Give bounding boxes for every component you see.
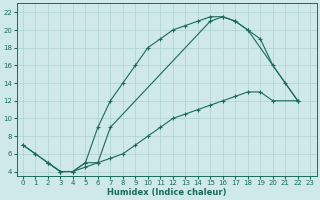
- X-axis label: Humidex (Indice chaleur): Humidex (Indice chaleur): [107, 188, 226, 197]
